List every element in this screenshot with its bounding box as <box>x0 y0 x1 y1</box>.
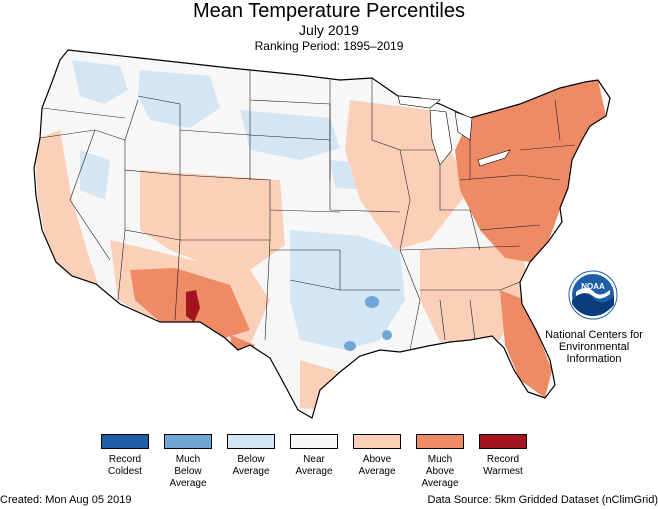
lake-superior <box>397 95 441 109</box>
legend-label: Record Warmest <box>483 454 523 477</box>
percentile-shading <box>34 60 606 410</box>
above-average-area <box>420 245 530 342</box>
data-source: Data Source: 5km Gridded Dataset (nClimG… <box>427 494 658 506</box>
legend-label: Near Average <box>295 454 333 477</box>
legend-label: Record Coldest <box>108 454 142 477</box>
ranking-period: Ranking Period: 1895–2019 <box>254 39 404 53</box>
legend-label: Below Average <box>232 454 270 477</box>
lake-erie <box>477 149 511 167</box>
legend-label: Much Below Average <box>169 454 207 489</box>
legend-swatch <box>416 434 464 449</box>
legend-swatch <box>101 434 149 449</box>
map-title: Mean Temperature Percentiles <box>193 0 465 22</box>
legend-label: Much Above Average <box>421 454 459 489</box>
created-date: Created: Mon Aug 05 2019 <box>0 494 132 506</box>
legend-swatch <box>164 434 212 449</box>
above-average-area <box>300 360 340 410</box>
much-below-average-area <box>382 330 392 340</box>
map-subtitle: July 2019 <box>299 22 359 38</box>
above-average-area <box>140 170 285 270</box>
noaa-logo-text: NOAA <box>581 282 605 291</box>
lake-huron <box>454 111 473 141</box>
legend-swatch <box>227 434 275 449</box>
state-borders <box>39 68 576 351</box>
below-average-area <box>72 60 128 104</box>
legend-swatch <box>290 434 338 449</box>
below-average-area <box>138 70 220 128</box>
us-temperature-map <box>33 49 611 419</box>
below-average-area <box>80 150 110 200</box>
lake-michigan <box>429 109 453 166</box>
below-average-area <box>240 110 340 160</box>
much-above-average-area <box>500 290 552 398</box>
much-above-average-area <box>455 80 606 262</box>
legend-swatch <box>479 434 527 449</box>
much-below-average-area <box>344 341 356 351</box>
legend-label: Above Average <box>358 454 396 477</box>
record-warmest-area <box>186 290 200 322</box>
much-below-average-area <box>365 296 379 308</box>
legend-swatch <box>353 434 401 449</box>
organization-name: National Centers for Environmental Infor… <box>545 329 643 365</box>
noaa-logo: NOAA <box>568 270 618 320</box>
